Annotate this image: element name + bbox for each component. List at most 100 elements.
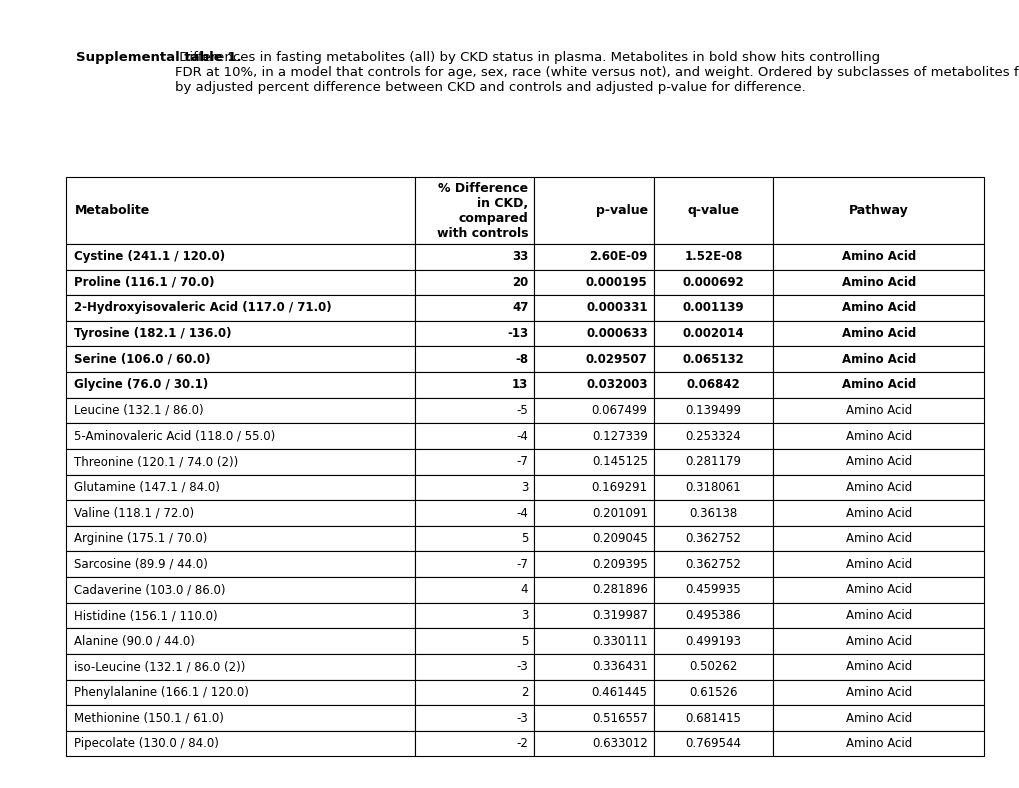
- Text: Amino Acid: Amino Acid: [845, 712, 911, 724]
- Text: Amino Acid: Amino Acid: [841, 353, 915, 366]
- Bar: [772, 244, 983, 269]
- Text: Metabolite: Metabolite: [74, 204, 150, 217]
- Text: Amino Acid: Amino Acid: [845, 660, 911, 673]
- Text: Tyrosine (182.1 / 136.0): Tyrosine (182.1 / 136.0): [74, 327, 231, 340]
- Bar: [66, 177, 415, 244]
- Bar: [653, 269, 772, 296]
- Text: Arginine (175.1 / 70.0): Arginine (175.1 / 70.0): [74, 532, 208, 545]
- Bar: [66, 654, 415, 679]
- Text: Amino Acid: Amino Acid: [845, 481, 911, 494]
- Text: Amino Acid: Amino Acid: [845, 583, 911, 597]
- Text: 0.319987: 0.319987: [591, 609, 647, 622]
- Bar: [415, 347, 534, 372]
- Text: Supplemental table 1.: Supplemental table 1.: [76, 51, 242, 64]
- Bar: [772, 500, 983, 526]
- Text: Histidine (156.1 / 110.0): Histidine (156.1 / 110.0): [74, 609, 218, 622]
- Bar: [415, 296, 534, 321]
- Text: 0.139499: 0.139499: [685, 404, 741, 417]
- Text: iso-Leucine (132.1 / 86.0 (2)): iso-Leucine (132.1 / 86.0 (2)): [74, 660, 246, 673]
- Bar: [66, 269, 415, 296]
- Bar: [534, 730, 653, 756]
- Bar: [772, 296, 983, 321]
- Text: 0.029507: 0.029507: [585, 353, 647, 366]
- Text: Phenylalanine (166.1 / 120.0): Phenylalanine (166.1 / 120.0): [74, 686, 249, 699]
- Text: 0.000692: 0.000692: [682, 276, 744, 289]
- Bar: [66, 321, 415, 347]
- Text: 0.000331: 0.000331: [586, 302, 647, 314]
- Text: -4: -4: [516, 429, 528, 443]
- Bar: [66, 526, 415, 552]
- Bar: [772, 449, 983, 474]
- Text: Cadaverine (103.0 / 86.0): Cadaverine (103.0 / 86.0): [74, 583, 226, 597]
- Text: 0.127339: 0.127339: [591, 429, 647, 443]
- Bar: [415, 603, 534, 628]
- Bar: [653, 296, 772, 321]
- Bar: [534, 500, 653, 526]
- Text: 5: 5: [521, 634, 528, 648]
- Bar: [415, 177, 534, 244]
- Text: 0.362752: 0.362752: [685, 532, 741, 545]
- Text: 2: 2: [521, 686, 528, 699]
- Bar: [415, 679, 534, 705]
- Text: 0.065132: 0.065132: [682, 353, 744, 366]
- Bar: [653, 705, 772, 730]
- Bar: [534, 296, 653, 321]
- Bar: [415, 654, 534, 679]
- Bar: [534, 577, 653, 603]
- Text: Amino Acid: Amino Acid: [841, 276, 915, 289]
- Text: Sarcosine (89.9 / 44.0): Sarcosine (89.9 / 44.0): [74, 558, 208, 571]
- Bar: [415, 449, 534, 474]
- Text: Amino Acid: Amino Acid: [841, 327, 915, 340]
- Text: 0.001139: 0.001139: [682, 302, 744, 314]
- Bar: [415, 705, 534, 730]
- Text: -3: -3: [516, 660, 528, 673]
- Bar: [772, 398, 983, 423]
- Bar: [653, 423, 772, 449]
- Text: -3: -3: [516, 712, 528, 724]
- Text: Amino Acid: Amino Acid: [845, 737, 911, 750]
- Bar: [66, 679, 415, 705]
- Bar: [772, 347, 983, 372]
- Text: -13: -13: [506, 327, 528, 340]
- Text: Amino Acid: Amino Acid: [845, 609, 911, 622]
- Text: 0.36138: 0.36138: [689, 507, 737, 519]
- Bar: [534, 679, 653, 705]
- Bar: [66, 500, 415, 526]
- Text: -7: -7: [516, 558, 528, 571]
- Text: Amino Acid: Amino Acid: [845, 558, 911, 571]
- Text: 0.50262: 0.50262: [689, 660, 737, 673]
- Text: 47: 47: [512, 302, 528, 314]
- Bar: [772, 679, 983, 705]
- Text: Pathway: Pathway: [848, 204, 908, 217]
- Bar: [66, 423, 415, 449]
- Bar: [534, 628, 653, 654]
- Text: 0.032003: 0.032003: [586, 378, 647, 392]
- Bar: [534, 269, 653, 296]
- Bar: [415, 244, 534, 269]
- Bar: [534, 347, 653, 372]
- Bar: [772, 577, 983, 603]
- Bar: [66, 372, 415, 398]
- Bar: [534, 321, 653, 347]
- Text: Amino Acid: Amino Acid: [845, 404, 911, 417]
- Bar: [415, 474, 534, 500]
- Bar: [415, 423, 534, 449]
- Bar: [653, 244, 772, 269]
- Text: Cystine (241.1 / 120.0): Cystine (241.1 / 120.0): [74, 251, 225, 263]
- Bar: [66, 398, 415, 423]
- Bar: [66, 705, 415, 730]
- Text: Amino Acid: Amino Acid: [845, 429, 911, 443]
- Text: 0.461445: 0.461445: [591, 686, 647, 699]
- Bar: [534, 654, 653, 679]
- Bar: [66, 577, 415, 603]
- Bar: [772, 321, 983, 347]
- Text: Proline (116.1 / 70.0): Proline (116.1 / 70.0): [74, 276, 215, 289]
- Bar: [772, 628, 983, 654]
- Bar: [66, 730, 415, 756]
- Text: Amino Acid: Amino Acid: [841, 378, 915, 392]
- Text: -8: -8: [515, 353, 528, 366]
- Text: Pipecolate (130.0 / 84.0): Pipecolate (130.0 / 84.0): [74, 737, 219, 750]
- Bar: [772, 372, 983, 398]
- Text: 0.145125: 0.145125: [591, 455, 647, 468]
- Bar: [653, 177, 772, 244]
